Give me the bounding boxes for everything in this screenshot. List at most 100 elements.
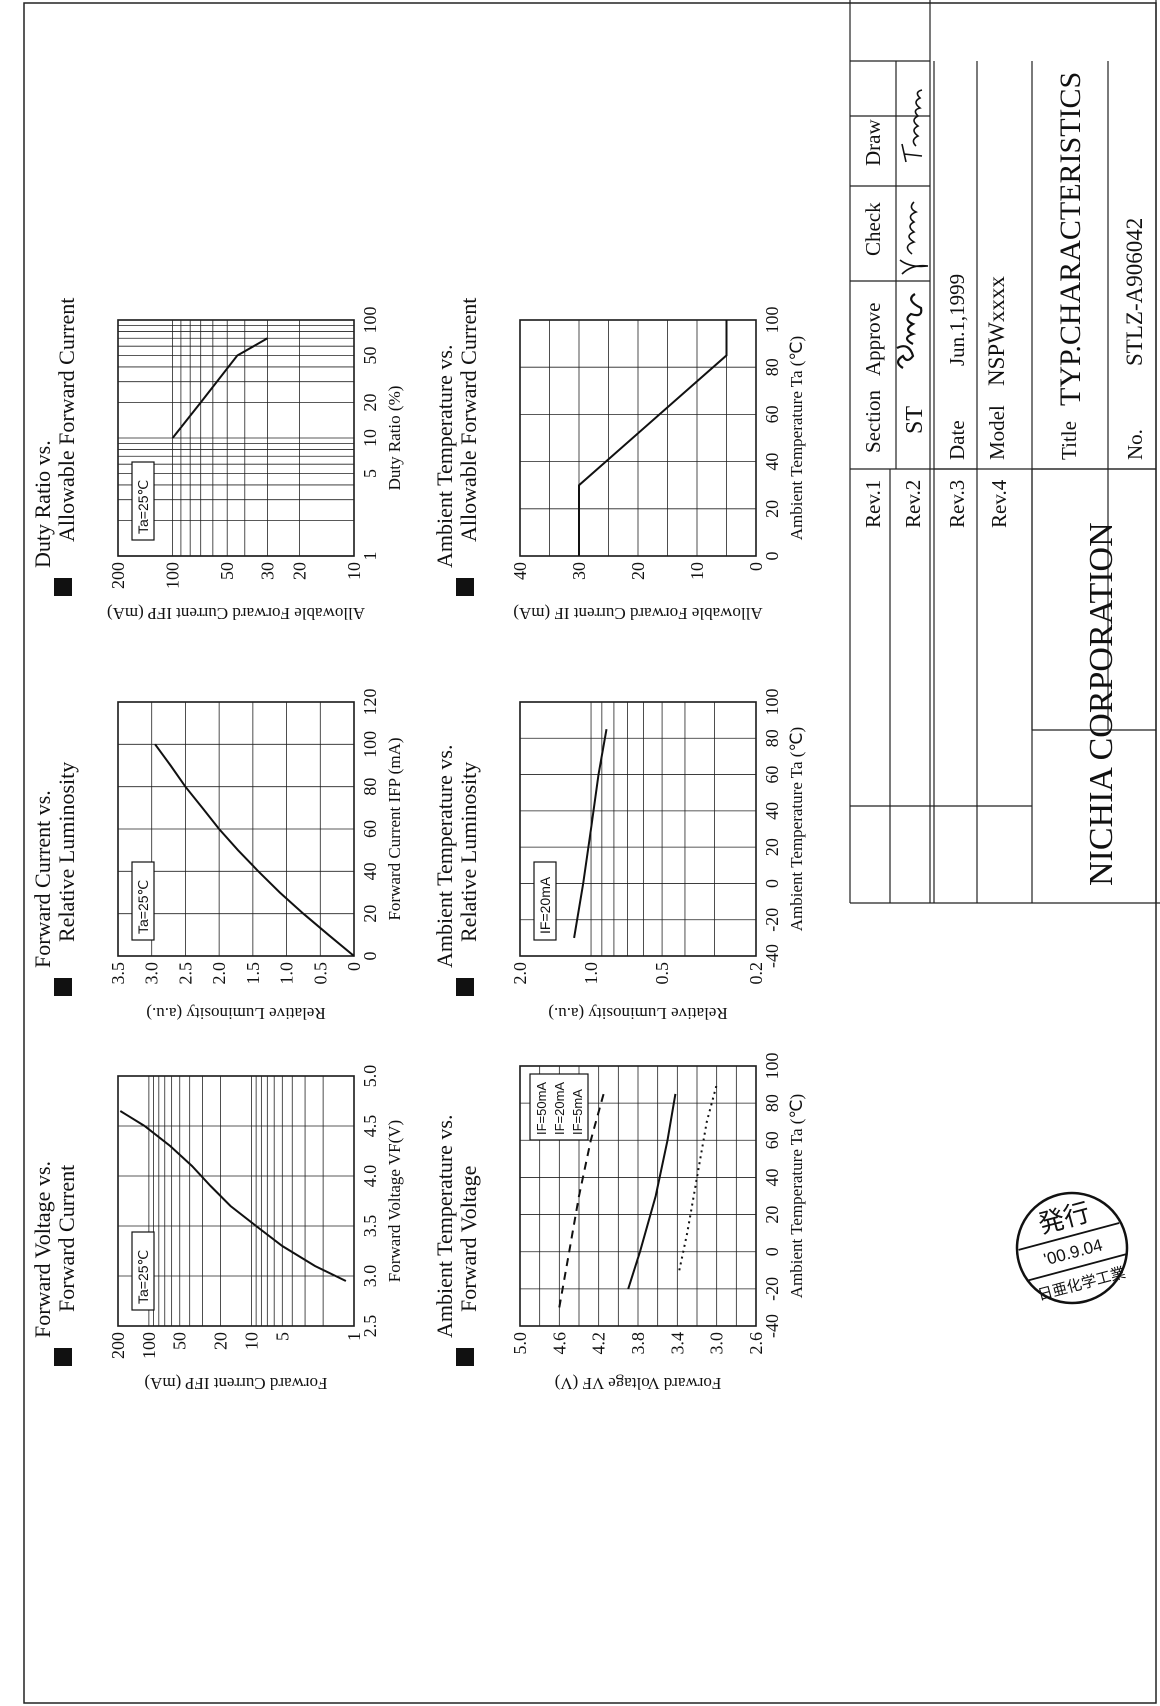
x-tick-label: 0 xyxy=(762,879,782,888)
x-axis-title: Ambient Temperature Ta (℃) xyxy=(787,336,806,540)
x-tick-label: 80 xyxy=(360,778,380,796)
series-line xyxy=(678,1084,718,1271)
y-axis-title: Allowable Forward Current IFP (mA) xyxy=(107,604,365,623)
draw-header: Draw xyxy=(861,119,885,166)
y-tick-label: 2.0 xyxy=(510,962,530,985)
chart-title-line1: Forward Voltage vs. xyxy=(30,1161,55,1338)
annotation-text: IF=20mA xyxy=(537,876,553,934)
annotation-text: Ta=25℃ xyxy=(135,480,151,534)
y-axis-title: Relative Luminosity (a.u.) xyxy=(146,1004,325,1023)
y-tick-label: 200 xyxy=(108,562,128,589)
title-bullet xyxy=(54,578,72,596)
x-tick-label: 40 xyxy=(762,802,782,820)
y-tick-label: 1.5 xyxy=(243,962,263,985)
x-tick-label: 120 xyxy=(360,689,380,716)
y-tick-label: 3.0 xyxy=(142,962,162,985)
y-tick-label: 3.5 xyxy=(108,962,128,985)
rev4-label: Rev.4 xyxy=(987,479,1011,528)
check-signature xyxy=(899,201,929,275)
rotated-content: Forward Voltage vs. Forward Current 2.5 3.0… xyxy=(30,0,1160,1393)
chart-title-line2: Relative Luminosity xyxy=(456,762,481,942)
y-tick-label: 3.4 xyxy=(667,1332,687,1355)
model-value: NSPWxxxx xyxy=(984,276,1009,386)
title-bullet xyxy=(456,1348,474,1366)
x-tick-label: 4.5 xyxy=(360,1115,380,1138)
y-tick-label: 20 xyxy=(628,562,648,580)
x-tick-label: 20 xyxy=(762,838,782,856)
x-tick-label: 1 xyxy=(360,552,380,561)
y-tick-label: 30 xyxy=(569,562,589,580)
y-tick-label: 2.6 xyxy=(746,1332,766,1355)
x-tick-label: 0 xyxy=(360,952,380,961)
y-tick-label: 40 xyxy=(510,562,530,580)
legend-box xyxy=(529,1073,589,1141)
x-tick-label: -20 xyxy=(762,1277,782,1301)
model-label: Model xyxy=(985,405,1009,460)
y-tick-label: 50 xyxy=(170,1332,190,1350)
y-tick-label: 1.0 xyxy=(277,962,297,985)
series-line xyxy=(627,1093,677,1290)
x-tick-label: 40 xyxy=(762,1168,782,1186)
y-tick-label: 4.6 xyxy=(549,1332,569,1355)
x-tick-label: 20 xyxy=(762,1206,782,1224)
y-tick-label: 0.2 xyxy=(746,962,766,985)
y-tick-label: 2.5 xyxy=(175,962,195,985)
chart-temperature-vs-voltage: Ambient Temperature vs. Forward Voltage -4… xyxy=(432,1053,806,1394)
chart-title-line2: Allowable Forward Current xyxy=(456,298,481,542)
y-tick-label: 30 xyxy=(257,562,277,580)
title-bullet xyxy=(54,978,72,996)
y-axis-title: Allowable Forward Current IF (mA) xyxy=(513,604,762,623)
chart-title-line2: Relative Luminosity xyxy=(54,762,79,942)
title-block xyxy=(849,0,1160,904)
section-header: Section xyxy=(861,390,885,453)
x-tick-label: 3.5 xyxy=(360,1215,380,1238)
x-tick-label: 80 xyxy=(762,1094,782,1112)
series-line xyxy=(558,1093,605,1308)
y-tick-label: 1 xyxy=(344,1332,364,1341)
y-tick-label: 10 xyxy=(344,562,364,580)
y-tick-label: 5 xyxy=(272,1332,292,1341)
x-tick-label: 0 xyxy=(762,1247,782,1256)
chart-title-line2: Allowable Forward Current xyxy=(54,298,79,542)
title-bullet xyxy=(456,978,474,996)
x-tick-label: 5.0 xyxy=(360,1065,380,1088)
y-tick-label: 3.8 xyxy=(628,1332,648,1355)
chart-forward-current-vs-luminosity: Forward Current vs. Relative Luminosity 0 2… xyxy=(30,689,404,1024)
x-tick-label: 100 xyxy=(762,1053,782,1080)
chart-title-line1: Forward Current vs. xyxy=(30,790,55,968)
x-tick-label: 10 xyxy=(360,429,380,447)
x-tick-label: 20 xyxy=(762,500,782,518)
chart-title-line1: Ambient Temperature vs. xyxy=(432,1115,457,1339)
x-tick-label: 20 xyxy=(360,393,380,411)
x-axis-title: Forward Current IFP (mA) xyxy=(385,737,404,920)
title-block-text: Rev.1 Rev.2 Rev.3 Rev.4 Section Approve … xyxy=(861,72,1147,886)
x-axis-title: Forward Voltage VF(V) xyxy=(385,1120,404,1282)
y-tick-label: 4.2 xyxy=(589,1332,609,1355)
y-axis-title: Relative Luminosity (a.u.) xyxy=(548,1004,727,1023)
issue-stamp: 発行 '00.9.04 日亜化学工業 xyxy=(1015,1191,1129,1305)
x-axis-title: Ambient Temperature Ta (℃) xyxy=(787,1094,806,1298)
y-axis-title: Forward Current IFP (mA) xyxy=(144,1374,327,1393)
check-header: Check xyxy=(861,202,885,256)
x-tick-label: 40 xyxy=(360,862,380,880)
x-tick-label: 100 xyxy=(762,689,782,716)
x-tick-label: -40 xyxy=(762,1314,782,1338)
rev2-label: Rev.2 xyxy=(901,480,925,528)
y-axis-title: Forward Voltage VF (V) xyxy=(555,1374,722,1393)
title-value: TYP.CHARACTERISTICS xyxy=(1054,72,1087,406)
x-tick-label: 20 xyxy=(360,905,380,923)
x-tick-label: 5 xyxy=(360,469,380,478)
chart-title-line2: Forward Voltage xyxy=(456,1166,481,1312)
x-tick-label: 4.0 xyxy=(360,1165,380,1188)
x-tick-label: 60 xyxy=(762,1131,782,1149)
page-border xyxy=(23,2,1157,1704)
rev1-label: Rev.1 xyxy=(861,480,885,528)
x-tick-label: 0 xyxy=(762,552,782,561)
y-tick-label: 20 xyxy=(289,562,309,580)
annotation-box xyxy=(533,861,557,941)
company-name: NICHIA CORPORATION xyxy=(1083,522,1120,886)
legend-entry: IF=5mA xyxy=(570,1089,585,1135)
y-tick-label: 10 xyxy=(687,562,707,580)
y-tick-label: 10 xyxy=(241,1332,261,1350)
series-line xyxy=(119,1110,347,1282)
